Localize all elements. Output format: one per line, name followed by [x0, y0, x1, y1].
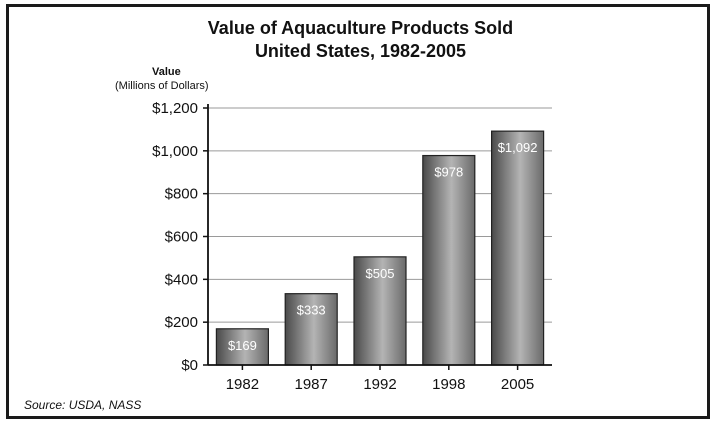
- y-axis-unit: (Millions of Dollars): [115, 80, 209, 92]
- bar-1987: [284, 293, 338, 366]
- y-tick-label: $400: [165, 271, 198, 288]
- y-tick-label: $200: [165, 314, 198, 331]
- bar-value-label: $333: [297, 303, 326, 318]
- y-tick-label: $0: [181, 357, 198, 374]
- x-tick-label: 2005: [501, 376, 534, 393]
- bar-value-label: $978: [434, 165, 463, 180]
- chart-subtitle: United States, 1982-2005: [254, 41, 467, 61]
- y-tick-label: $600: [165, 229, 198, 246]
- y-tick-label: $1,200: [152, 100, 198, 117]
- y-tick-label: $800: [165, 186, 198, 203]
- source-note: Source: USDA, NASS: [24, 398, 142, 412]
- x-tick-label: 1998: [432, 376, 465, 393]
- x-tick-label: 1982: [226, 376, 259, 393]
- y-axis-label: Value: [152, 66, 181, 78]
- bar-1992: [353, 256, 407, 366]
- y-tick-label: $1,000: [152, 143, 198, 160]
- bar-2005: [491, 130, 545, 366]
- bar-value-label: $1,092: [498, 140, 538, 155]
- bar-value-label: $505: [366, 266, 395, 281]
- x-tick-label: 1987: [295, 376, 328, 393]
- bar-value-label: $169: [228, 338, 257, 353]
- bar-1998: [422, 154, 476, 366]
- x-tick-label: 1992: [363, 376, 396, 393]
- chart-title: Value of Aquaculture Products Sold: [207, 18, 514, 38]
